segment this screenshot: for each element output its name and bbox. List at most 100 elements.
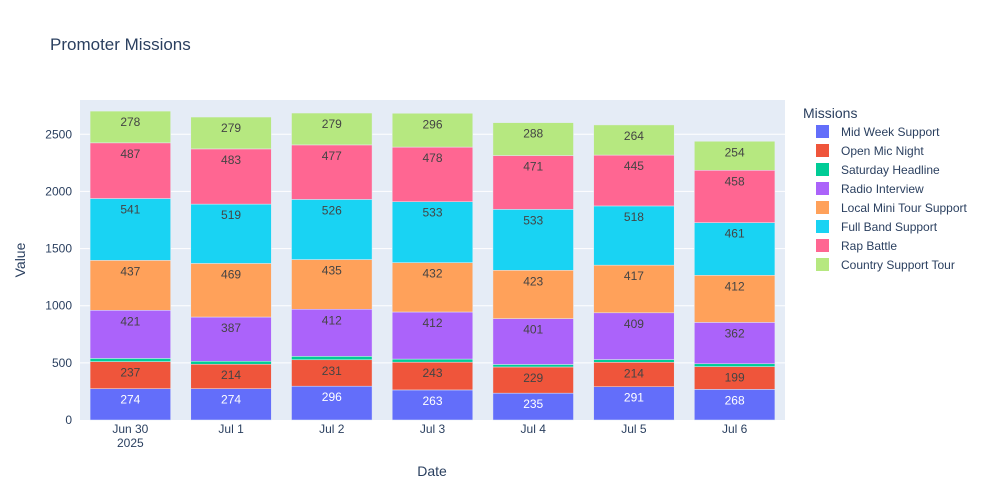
bar-segment <box>694 170 776 223</box>
bar-value-label: 231 <box>322 364 342 378</box>
bar-segment <box>190 263 272 318</box>
bar-segment <box>89 260 171 311</box>
bar-value-label: 237 <box>120 366 140 380</box>
bar-value-label: 291 <box>624 391 644 405</box>
bar-value-label: 254 <box>725 145 745 159</box>
bar-value-label: 469 <box>221 267 241 281</box>
bar-segment <box>593 205 675 266</box>
legend-item-label: Mid Week Support <box>841 125 940 139</box>
legend-swatch <box>816 258 829 271</box>
bar-segment <box>492 318 574 365</box>
legend-swatch <box>816 163 829 176</box>
y-tick-label: 2500 <box>45 127 72 141</box>
bar-value-label: 533 <box>422 206 442 220</box>
bar-segment <box>89 110 171 144</box>
bar-value-label: 445 <box>624 159 644 173</box>
legend: Missions Mid Week Support Open Mic Night S… <box>803 105 968 272</box>
bar-value-label: 235 <box>523 397 543 411</box>
bar-segment <box>190 203 272 264</box>
bar-segment <box>593 264 675 314</box>
bar-segment <box>89 142 171 199</box>
bar-value-label: 478 <box>422 151 442 165</box>
bar-segment <box>593 362 675 387</box>
bar-segment <box>492 364 574 368</box>
bar-segment <box>593 386 675 421</box>
bar-segment <box>694 141 776 171</box>
bar-segment <box>593 154 675 207</box>
x-axis-title: Date <box>417 463 447 479</box>
bar-value-label: 533 <box>523 213 543 227</box>
legend-swatch <box>816 125 829 138</box>
bar-value-label: 279 <box>221 121 241 135</box>
bar-segment <box>391 358 474 363</box>
bar-segment <box>492 392 574 421</box>
bar-segment <box>391 262 474 313</box>
legend-item-label: Full Band Support <box>841 220 938 234</box>
bar-value-label: 387 <box>221 321 241 335</box>
bar-segment <box>593 124 675 156</box>
bar-segment <box>190 388 272 421</box>
bar-value-label: 274 <box>221 393 241 407</box>
legend-item-label: Rap Battle <box>841 239 897 253</box>
y-tick-label: 1000 <box>45 299 72 313</box>
y-tick-label: 1500 <box>45 242 72 256</box>
bar-segment <box>391 201 474 263</box>
bar-segment <box>694 389 776 421</box>
bar-value-label: 274 <box>120 393 140 407</box>
legend-swatch <box>816 182 829 195</box>
bar-value-label: 412 <box>725 279 745 293</box>
bar-segment <box>391 361 474 391</box>
bar-value-label: 437 <box>120 264 140 278</box>
bar-segment <box>89 198 171 261</box>
bar-value-label: 471 <box>523 160 543 174</box>
bar-value-label: 461 <box>725 227 745 241</box>
x-tick-label: 2025 <box>117 436 144 450</box>
bar-segment <box>694 363 776 367</box>
bar-value-label: 526 <box>322 203 342 217</box>
bar-value-label: 412 <box>322 313 342 327</box>
bar-segment <box>291 112 373 146</box>
bar-segment <box>89 388 171 421</box>
x-tick-label: Jul 3 <box>420 422 446 436</box>
bar-segment <box>492 366 574 394</box>
bar-value-label: 263 <box>422 394 442 408</box>
bar-value-label: 243 <box>422 366 442 380</box>
legend-item-label: Saturday Headline <box>841 163 940 177</box>
bar-segment <box>391 311 474 360</box>
bar-segment <box>391 389 474 421</box>
bar-segment <box>190 363 272 389</box>
legend-item-label: Radio Interview <box>841 182 924 196</box>
bar-segment <box>291 144 373 200</box>
y-tick-label: 0 <box>65 413 72 427</box>
x-tick-label: Jul 5 <box>621 422 647 436</box>
bar-segment <box>694 222 776 276</box>
bar-segment <box>190 148 272 205</box>
bar-segment <box>492 155 574 210</box>
x-tick-label: Jul 2 <box>319 422 345 436</box>
bar-value-label: 421 <box>120 314 140 328</box>
bar-segment <box>593 359 675 363</box>
bar-segment <box>291 385 373 421</box>
bar-segment <box>492 270 574 319</box>
bar-segment <box>391 146 474 202</box>
bar-value-label: 296 <box>422 117 442 131</box>
bar-segment <box>190 361 272 365</box>
bar-value-label: 264 <box>624 129 644 143</box>
bar-value-label: 268 <box>725 393 745 407</box>
x-tick-label: Jun 30 <box>112 422 148 436</box>
x-tick-label: Jul 1 <box>218 422 244 436</box>
bar-segment <box>291 259 373 310</box>
bar-value-label: 458 <box>725 174 745 188</box>
x-tick-label: Jul 4 <box>521 422 547 436</box>
bar-value-label: 401 <box>523 323 543 337</box>
bar-segment <box>593 312 675 360</box>
x-tick-label: Jul 6 <box>722 422 748 436</box>
bar-segment <box>492 122 574 156</box>
bar-segment <box>291 199 373 260</box>
bar-value-label: 417 <box>624 269 644 283</box>
y-tick-label: 500 <box>52 356 72 370</box>
bar-segment <box>391 113 474 148</box>
bar-segment <box>694 275 776 323</box>
legend-swatch <box>816 220 829 233</box>
